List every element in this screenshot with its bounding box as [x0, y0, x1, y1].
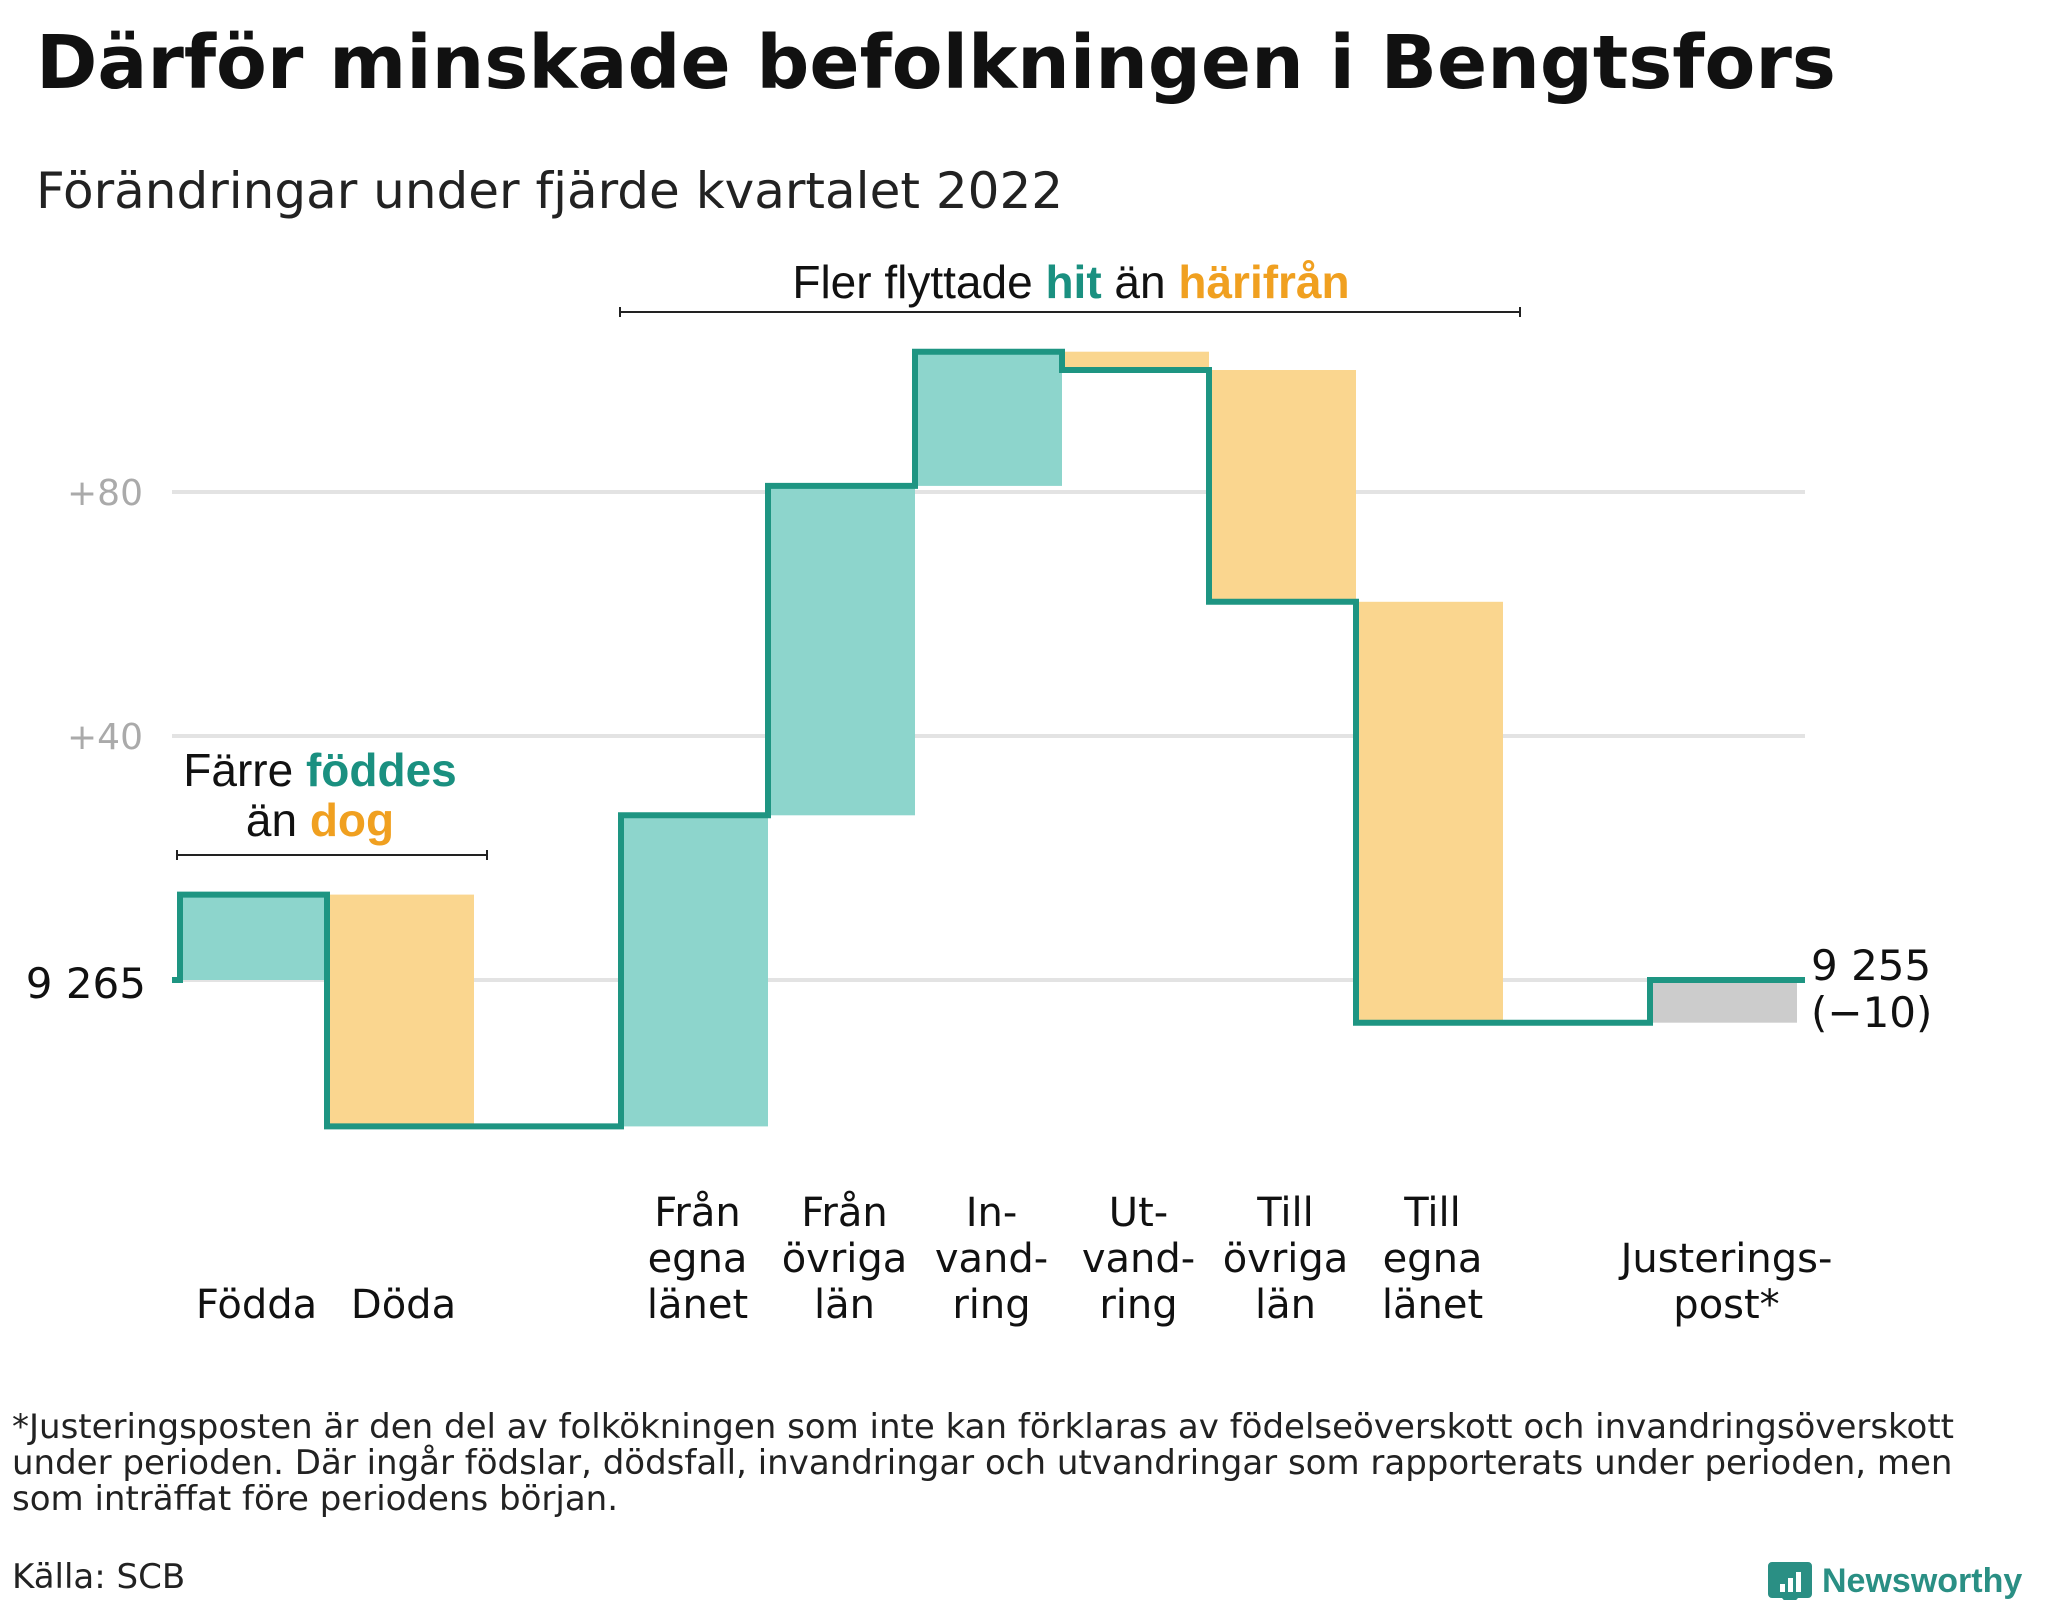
x-axis-label: övriga [782, 1236, 908, 1282]
x-axis-label: Justerings- [1618, 1236, 1833, 1282]
footnote-line: *Justeringsposten är den del av folkökni… [12, 1407, 1954, 1447]
annotation-text-part: dog [310, 794, 394, 846]
chart-subtitle: Förändringar under fjärde kvartalet 2022 [36, 162, 1063, 220]
annotation-births-bracket [176, 850, 488, 860]
x-axis-label: Födda [196, 1282, 317, 1328]
annotation-migration: Fler flyttade hit än härifrån [619, 256, 1521, 317]
footnote-line: under perioden. Där ingår födslar, dödsf… [12, 1443, 1952, 1483]
bar [1650, 980, 1797, 1023]
x-axis-label: In- [966, 1190, 1018, 1236]
annotation-births-line1: Färre föddes [183, 744, 456, 796]
bar [1356, 601, 1503, 1023]
annotation-text-part: härifrån [1178, 256, 1349, 308]
bar [1209, 370, 1356, 602]
bar [180, 894, 327, 980]
x-axis-label: länet [1382, 1282, 1483, 1328]
x-axis-label: egna [648, 1236, 748, 1282]
x-axis-label: vand- [1082, 1236, 1195, 1282]
running-total-path [172, 348, 1805, 1130]
x-axis-label: vand- [935, 1236, 1048, 1282]
x-axis-label: län [1255, 1282, 1316, 1328]
annotation-migration-line1: Fler flyttade hit än härifrån [792, 256, 1349, 308]
footnote-line: som inträffat före periodens början. [12, 1479, 618, 1519]
annotation-text-part: än [246, 794, 310, 846]
annotation-births: Färre föddes än dog [176, 744, 488, 860]
x-axis-label: länet [647, 1282, 748, 1328]
start-value-label: 9 265 [26, 959, 146, 1008]
annotation-text-part: än [1102, 256, 1179, 308]
end-change-label: (−10) [1811, 988, 1932, 1037]
annotation-migration-bracket [619, 307, 1521, 317]
x-axis-label: ring [1099, 1282, 1177, 1328]
annotation-births-line2: än dog [246, 794, 394, 846]
x-axis-label: egna [1383, 1236, 1483, 1282]
y-tick-label: +80 [67, 473, 143, 514]
end-value-label: 9 255 [1811, 941, 1931, 990]
y-tick-label: +40 [67, 717, 143, 758]
bar [768, 485, 915, 816]
source-label: Källa: SCB [12, 1557, 185, 1597]
bar [621, 815, 768, 1127]
x-axis-label: post* [1673, 1282, 1779, 1328]
value-labels: 9 255(−10) [1811, 941, 1932, 1037]
newsworthy-logo-icon [1768, 1562, 1812, 1600]
x-axis-label: Från [801, 1190, 887, 1236]
bar [1062, 351, 1209, 370]
annotation-text-part: Fler flyttade [792, 256, 1045, 308]
x-axis-labels: Födda DödaFrånegnalänetFrånövrigalänIn-va… [196, 1190, 1833, 1328]
brand-logo: Newsworthy [1768, 1562, 2022, 1600]
bar [327, 894, 474, 1127]
x-axis-label: övriga [1223, 1236, 1349, 1282]
bars [180, 351, 1797, 1127]
brand-name: Newsworthy [1822, 1562, 2022, 1600]
x-axis-label: Från [654, 1190, 740, 1236]
chart-title: Därför minskade befolkningen i Bengtsfor… [36, 20, 1836, 106]
x-axis-label: Till [1256, 1190, 1314, 1236]
annotation-text-part: föddes [306, 744, 457, 796]
annotation-text-part: Färre [183, 744, 306, 796]
annotation-text-part: hit [1045, 256, 1101, 308]
x-axis-label: Till [1403, 1190, 1461, 1236]
y-axis-ticks: +40 +80 9 265 [26, 473, 146, 1008]
x-axis-label: Ut- [1109, 1190, 1168, 1236]
footnote: *Justeringsposten är den del av folkökni… [12, 1407, 1954, 1519]
bar [915, 351, 1062, 486]
x-axis-label: län [814, 1282, 875, 1328]
x-axis-label: ring [952, 1282, 1030, 1328]
running-total-line [172, 348, 1805, 1130]
x-axis-label: Döda [351, 1282, 456, 1328]
